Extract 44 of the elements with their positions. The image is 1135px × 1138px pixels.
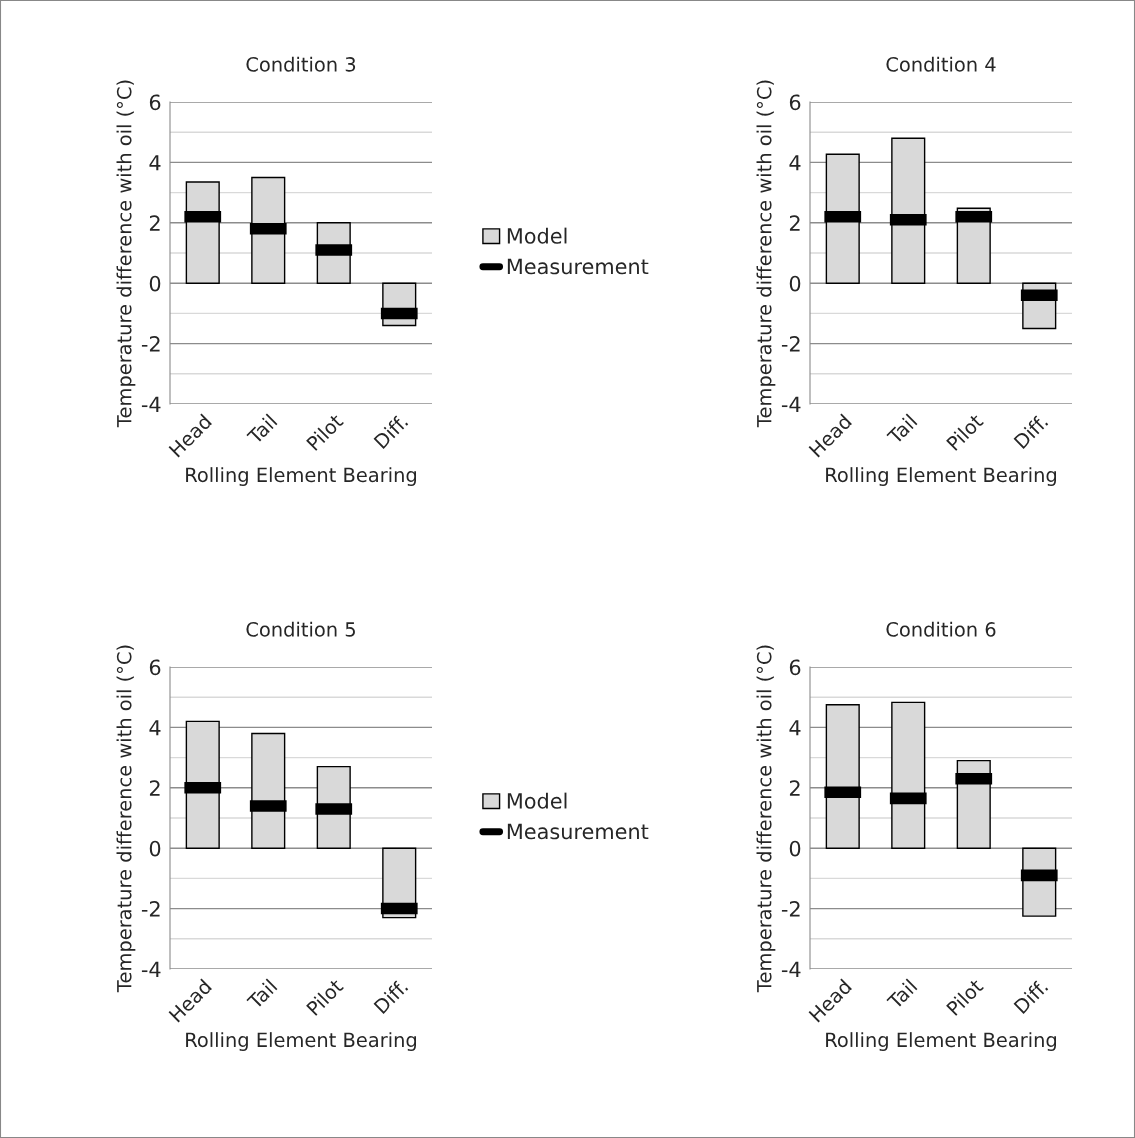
legend-label: Model	[507, 227, 567, 244]
x-axis-title: Rolling Element Bearing	[186, 1032, 417, 1051]
x-tick-label: Tail	[246, 978, 278, 1011]
y-tick-label: 4	[149, 155, 161, 171]
y-tick-label: 4	[789, 720, 801, 736]
y-tick-label: 0	[789, 275, 801, 292]
y-tick-label: -2	[781, 336, 800, 352]
legend-label: Measurement	[507, 258, 649, 275]
y-tick-label: 6	[789, 94, 801, 111]
y-tick-label: -4	[781, 396, 801, 412]
y-tick-label: -2	[781, 901, 800, 917]
chart-title: Condition 4	[886, 56, 996, 72]
y-tick-label: 6	[789, 659, 801, 676]
y-tick-label: 2	[149, 780, 160, 796]
chart-title: Condition 6	[886, 621, 996, 637]
y-tick-label: 2	[789, 780, 800, 796]
y-tick-label: -4	[781, 961, 801, 977]
y-axis-title: Temperature difference with oil (°C)	[756, 80, 776, 428]
legend-label: Measurement	[507, 823, 649, 840]
y-tick-label: -2	[141, 901, 160, 917]
chart-title: Condition 3	[246, 56, 356, 72]
y-tick-label: 0	[789, 840, 801, 857]
x-axis-title: Rolling Element Bearing	[186, 467, 417, 486]
y-tick-label: 0	[149, 840, 161, 857]
y-tick-label: 4	[149, 720, 161, 736]
x-tick-label: Tail	[886, 978, 918, 1011]
y-tick-label: -4	[141, 396, 161, 412]
y-axis-title: Temperature difference with oil (°C)	[116, 645, 136, 993]
y-axis-title: Temperature difference with oil (°C)	[116, 80, 136, 428]
x-axis-title: Rolling Element Bearing	[826, 1032, 1057, 1051]
y-tick-label: -4	[141, 961, 161, 977]
y-tick-label: 2	[149, 215, 160, 231]
y-tick-label: 6	[149, 94, 161, 111]
y-tick-label: 4	[789, 155, 801, 171]
y-axis-title: Temperature difference with oil (°C)	[756, 645, 776, 993]
legend-label: Model	[507, 792, 567, 809]
y-tick-label: 0	[149, 275, 161, 292]
y-tick-label: 2	[789, 215, 800, 231]
x-tick-label: Tail	[886, 413, 918, 446]
y-tick-label: -2	[141, 336, 160, 352]
x-tick-label: Tail	[246, 413, 278, 446]
y-tick-label: 6	[149, 659, 161, 676]
chart-title: Condition 5	[246, 621, 355, 637]
x-axis-title: Rolling Element Bearing	[826, 467, 1057, 486]
